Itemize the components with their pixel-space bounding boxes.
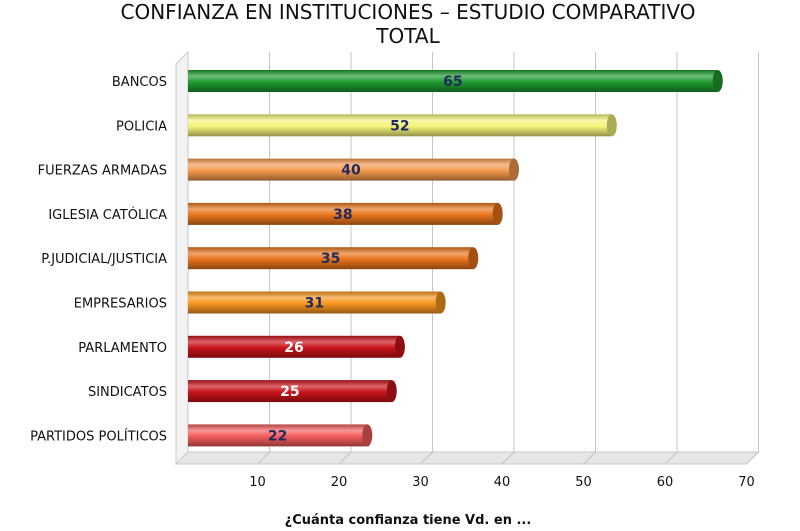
bar-cap (509, 158, 519, 181)
bar-body (188, 202, 498, 225)
bar-cap (435, 291, 446, 314)
bar-cap (386, 380, 397, 403)
bar-body (188, 158, 514, 181)
category-label: POLICIA (116, 119, 167, 134)
x-tick-label: 20 (331, 475, 348, 490)
category-label: P.JUDICIAL/JUSTICIA (41, 252, 167, 267)
floor-gridline (338, 451, 352, 465)
floor-gridline (257, 451, 270, 465)
data-label: 26 (284, 340, 303, 356)
bar-body (188, 380, 392, 403)
x-tick-label: 30 (412, 475, 429, 490)
floor-gridline (746, 451, 759, 465)
data-label: 38 (333, 207, 352, 223)
category-label: FUERZAS ARMADAS (38, 164, 167, 179)
bar-body (188, 114, 612, 137)
data-label: 65 (443, 74, 462, 90)
bar-7: 26 (188, 335, 405, 358)
bar-body (188, 70, 718, 92)
bar-cap (394, 335, 405, 358)
category-label: SINDICATOS (88, 385, 167, 400)
floor-gridline (501, 451, 515, 465)
bar-body (188, 291, 441, 314)
category-label: IGLESIA CATÓLICA (48, 207, 167, 223)
category-label: PARTIDOS POLÍTICOS (30, 428, 167, 444)
plot-area (174, 50, 760, 466)
bar-cap (606, 114, 617, 137)
bar-6: 31 (188, 291, 446, 314)
bar-2: 52 (188, 114, 617, 137)
bar-body (188, 335, 400, 358)
bar-body (188, 247, 474, 270)
data-label: 25 (280, 384, 299, 400)
bar-5: 35 (188, 247, 479, 270)
x-tick-label: 70 (738, 475, 755, 490)
x-tick-label: 50 (575, 475, 592, 490)
bar-cap (468, 247, 479, 270)
data-label: 52 (390, 118, 409, 134)
x-tick-label: 60 (657, 475, 674, 490)
floor-gridline (664, 451, 678, 465)
data-label: 22 (268, 428, 287, 444)
x-axis-label: ¿Cuánta confianza tiene Vd. en ... (285, 513, 532, 528)
floor-gridline (583, 451, 596, 465)
category-label: EMPRESARIOS (74, 297, 167, 312)
data-label: 31 (305, 296, 324, 312)
side-wall (175, 50, 189, 466)
x-tick-label: 40 (494, 475, 511, 490)
data-label: 40 (341, 163, 361, 179)
category-label: PARLAMENTO (78, 341, 167, 356)
x-tick-labels: 10 20 30 40 50 60 70 (249, 475, 755, 490)
category-labels: BANCOS POLICIA FUERZAS ARMADAS IGLESIA CATÓ… (30, 75, 167, 444)
chart-title: CONFIANZA EN INSTITUCIONES – ESTUDIO COM… (121, 0, 696, 24)
bar-3: 40 (188, 158, 519, 181)
bar-cap (362, 424, 373, 447)
bar-9: 22 (188, 424, 373, 447)
bar-1: 65 (188, 70, 723, 92)
data-label: 35 (321, 251, 340, 267)
floor-gridline (420, 451, 433, 465)
chart-subtitle: TOTAL (375, 24, 440, 48)
x-tick-label: 10 (249, 475, 266, 490)
bar-cap (712, 70, 723, 92)
bar-cap (492, 202, 503, 225)
bars: 65 52 40 38 35 31 26 25 22 (188, 70, 723, 447)
bar-body (188, 424, 368, 447)
bar-4: 38 (188, 202, 503, 225)
category-label: BANCOS (112, 75, 167, 90)
bar-8: 25 (188, 380, 397, 403)
